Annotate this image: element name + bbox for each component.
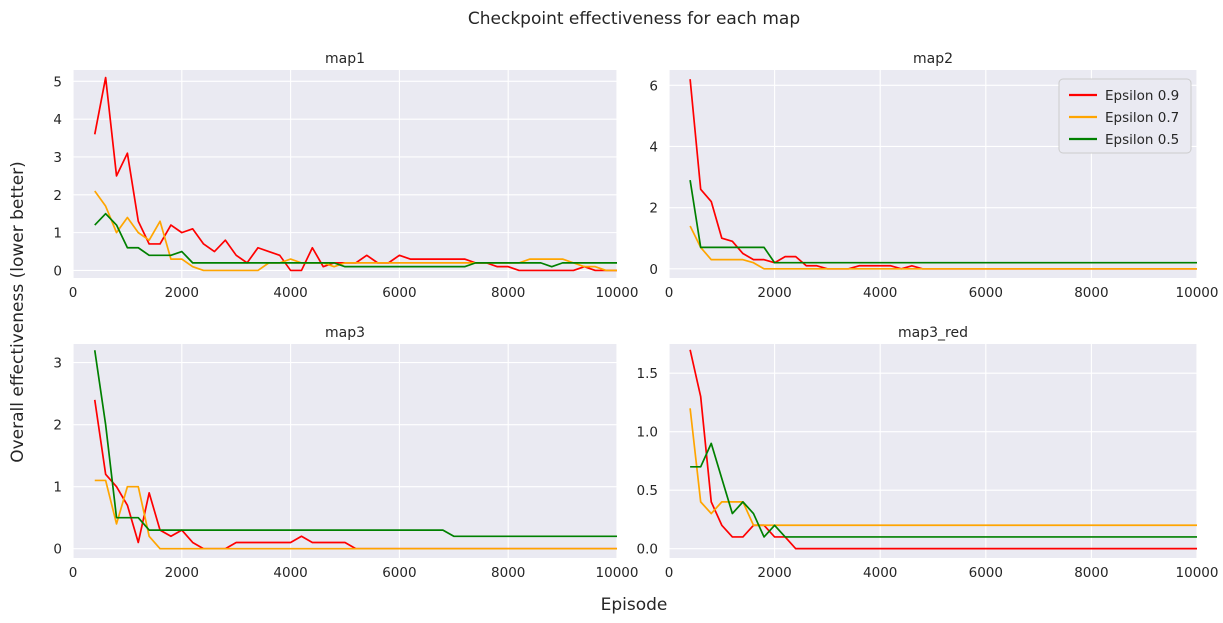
series-line-epsilon-0.5 xyxy=(93,350,617,538)
x-tick-label: 10000 xyxy=(596,285,639,301)
x-tick-label: 4000 xyxy=(273,565,307,581)
series-line-epsilon-0.5 xyxy=(689,179,1197,264)
y-tick-label: 4 xyxy=(649,139,658,155)
x-tick-label: 8000 xyxy=(491,565,525,581)
y-tick-label: 1.0 xyxy=(637,425,658,441)
x-tick-label: 8000 xyxy=(1074,565,1108,581)
x-tick-label: 0 xyxy=(69,565,78,581)
legend-label: Epsilon 0.9 xyxy=(1105,88,1179,104)
x-tick-label: 6000 xyxy=(969,285,1003,301)
x-tick-label: 10000 xyxy=(1176,565,1219,581)
y-tick-label: 2 xyxy=(649,201,658,217)
y-tick-label: 3 xyxy=(53,150,62,166)
series-line-epsilon-0.7 xyxy=(94,479,617,550)
legend: Epsilon 0.9 Epsilon 0.7 Epsilon 0.5 xyxy=(1058,78,1192,154)
series-line-epsilon-0.9 xyxy=(93,399,617,550)
series-line-epsilon-0.7 xyxy=(689,225,1197,270)
y-tick-label: 1.5 xyxy=(637,366,658,382)
x-tick-label: 8000 xyxy=(491,285,525,301)
legend-box xyxy=(1058,78,1192,154)
subplot-title: map3 xyxy=(325,325,365,341)
x-tick-label: 10000 xyxy=(596,565,639,581)
y-tick-label: 3 xyxy=(53,356,62,372)
y-tick-label: 4 xyxy=(53,112,62,128)
x-tick-label: 6000 xyxy=(969,565,1003,581)
series-line-epsilon-0.5 xyxy=(690,442,1197,538)
x-tick-label: 8000 xyxy=(1074,285,1108,301)
y-tick-label: 0.5 xyxy=(637,483,658,499)
x-tick-label: 4000 xyxy=(863,565,897,581)
y-tick-label: 0 xyxy=(649,262,658,278)
y-tick-label: 6 xyxy=(649,78,658,94)
x-tick-label: 6000 xyxy=(382,565,416,581)
x-tick-label: 10000 xyxy=(1176,285,1219,301)
x-tick-label: 0 xyxy=(665,565,674,581)
x-tick-label: 6000 xyxy=(382,285,416,301)
series-line-epsilon-0.9 xyxy=(689,79,1197,270)
x-tick-label: 2000 xyxy=(165,285,199,301)
series-line-epsilon-0.9 xyxy=(689,349,1197,550)
series-line-epsilon-0.7 xyxy=(94,190,617,272)
plot-area xyxy=(73,344,617,558)
x-tick-label: 4000 xyxy=(273,285,307,301)
x-tick-label: 0 xyxy=(665,285,674,301)
y-tick-label: 0 xyxy=(53,263,62,279)
subplot-title: map3_red xyxy=(898,325,968,341)
legend-label: Epsilon 0.7 xyxy=(1105,110,1179,126)
y-tick-label: 0.0 xyxy=(637,542,658,558)
x-tick-label: 0 xyxy=(69,285,78,301)
y-tick-label: 1 xyxy=(53,226,62,242)
plot-area xyxy=(73,70,617,278)
x-axis-label: Episode xyxy=(601,595,668,615)
y-tick-label: 2 xyxy=(53,418,62,434)
x-tick-label: 2000 xyxy=(757,565,791,581)
subplot-title: map1 xyxy=(325,51,365,67)
y-axis-label: Overall effectiveness (lower better) xyxy=(8,161,28,463)
figure-title: Checkpoint effectiveness for each map xyxy=(468,9,800,29)
subplot-map1: 0 2000 4000 6000 8000 10000 0 1 2 3 4 5 map1 xyxy=(53,51,638,301)
subplot-map3_red: 0 2000 4000 6000 8000 10000 0.0 0.5 1.0 1.5 map3_r… xyxy=(637,325,1219,581)
subplot-map2: 0 2000 4000 6000 8000 10000 0 2 4 6 map2 Epsilon 0.… xyxy=(649,51,1218,301)
y-tick-label: 5 xyxy=(53,74,62,90)
series-line-epsilon-0.7 xyxy=(689,408,1197,527)
x-tick-label: 4000 xyxy=(863,285,897,301)
series-line-epsilon-0.5 xyxy=(94,212,617,268)
subplot-title: map2 xyxy=(913,51,953,67)
y-tick-label: 2 xyxy=(53,188,62,204)
x-tick-label: 2000 xyxy=(165,565,199,581)
subplot-map3: 0 2000 4000 6000 8000 10000 0 1 2 3 map3 xyxy=(53,325,638,581)
y-tick-label: 1 xyxy=(53,480,62,496)
legend-label: Epsilon 0.5 xyxy=(1105,132,1179,148)
x-tick-label: 2000 xyxy=(757,285,791,301)
y-tick-label: 0 xyxy=(53,542,62,558)
